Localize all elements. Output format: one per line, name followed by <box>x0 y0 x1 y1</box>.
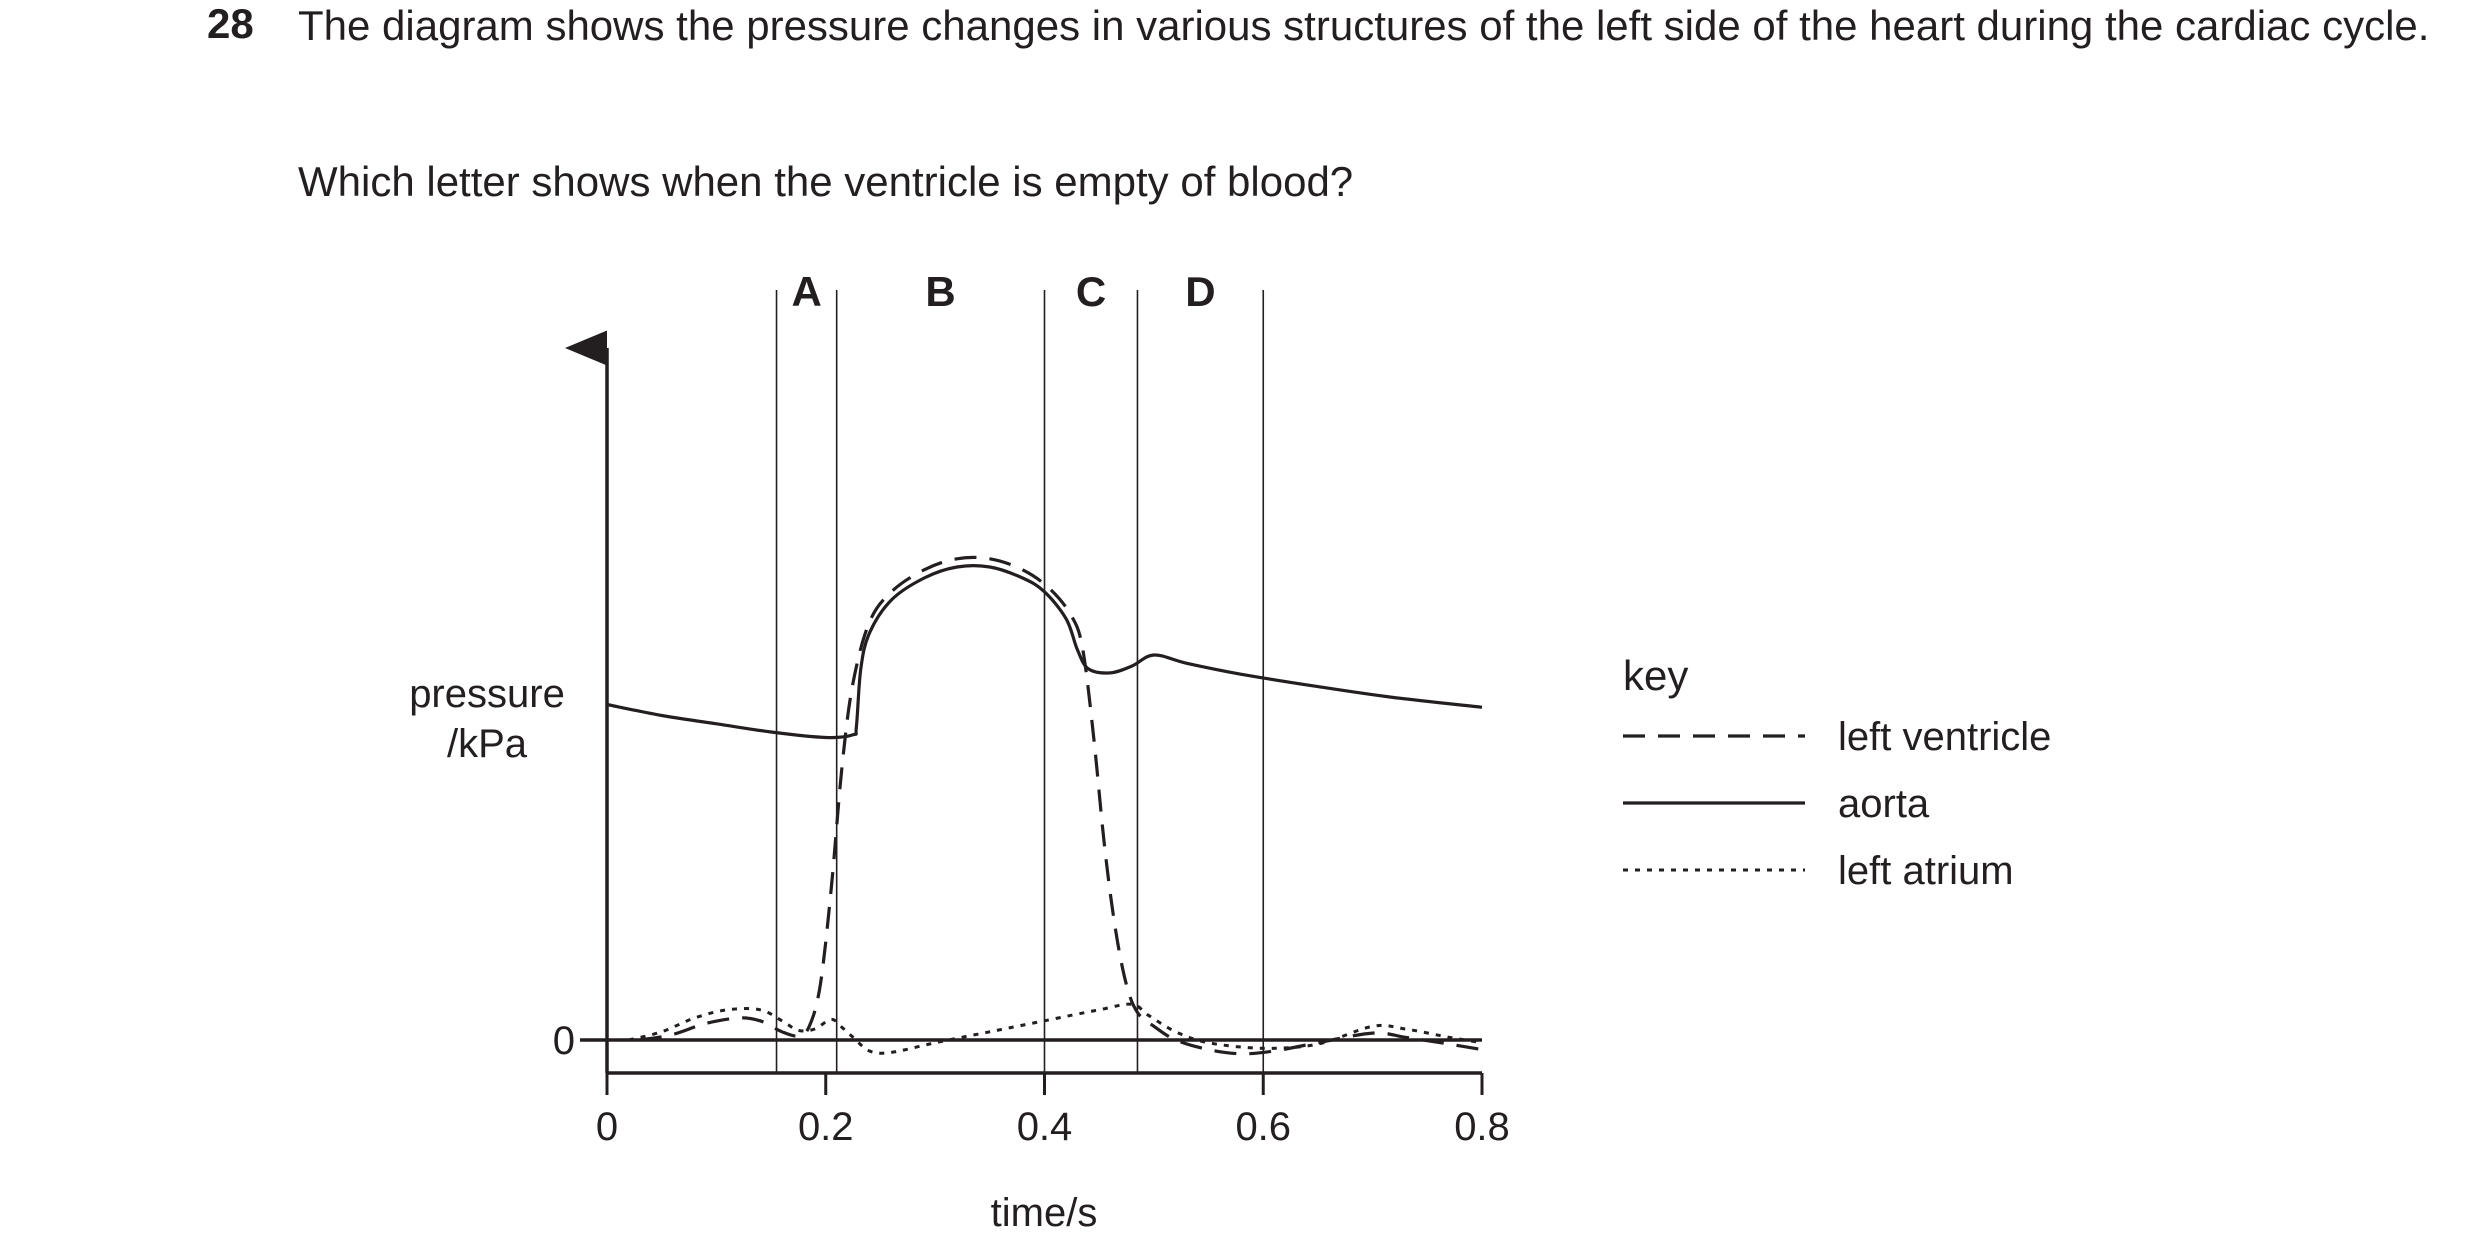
legend-label-left-atrium: left atrium <box>1838 849 2014 893</box>
legend-label-aorta: aorta <box>1838 782 1930 826</box>
series-aorta-line <box>606 564 1483 740</box>
y-axis-label-unit: /kPa <box>447 722 528 766</box>
phase-label-a: A <box>791 268 821 315</box>
phase-marker-lines: A B C D <box>775 268 1265 1073</box>
question-text: The diagram shows the pressure changes i… <box>298 2 2430 49</box>
series-left-ventricle-line <box>639 555 1483 1056</box>
phase-label-c: C <box>1076 268 1106 315</box>
series-group <box>606 555 1483 1056</box>
legend-label-left-ventricle: left ventricle <box>1838 715 2051 759</box>
y-tick-label-0: 0 <box>553 1019 575 1063</box>
x-axis-label: time/s <box>991 1191 1098 1235</box>
x-tick-label-0: 0 <box>596 1105 618 1149</box>
question-number: 28 <box>207 0 254 47</box>
x-tick-label-1: 0.2 <box>798 1105 854 1149</box>
phase-label-d: D <box>1185 268 1215 315</box>
series-left-atrium-line <box>628 1002 1483 1055</box>
axis-labels: 0 0.2 0.4 0.6 0.8 0 pressure/kPa time/s <box>409 672 1510 1235</box>
phase-label-b: B <box>925 268 955 315</box>
axes <box>565 330 1484 1095</box>
question-prompt: Which letter shows when the ventricle is… <box>298 158 1354 205</box>
legend-title: key <box>1623 652 1688 699</box>
x-tick-label-4: 0.8 <box>1454 1105 1510 1149</box>
x-tick-label-3: 0.6 <box>1235 1105 1291 1149</box>
legend: key left ventricle aorta left atrium <box>1623 652 2051 893</box>
y-axis-label-quantity: pressure <box>409 672 565 716</box>
x-tick-label-2: 0.4 <box>1017 1105 1073 1149</box>
